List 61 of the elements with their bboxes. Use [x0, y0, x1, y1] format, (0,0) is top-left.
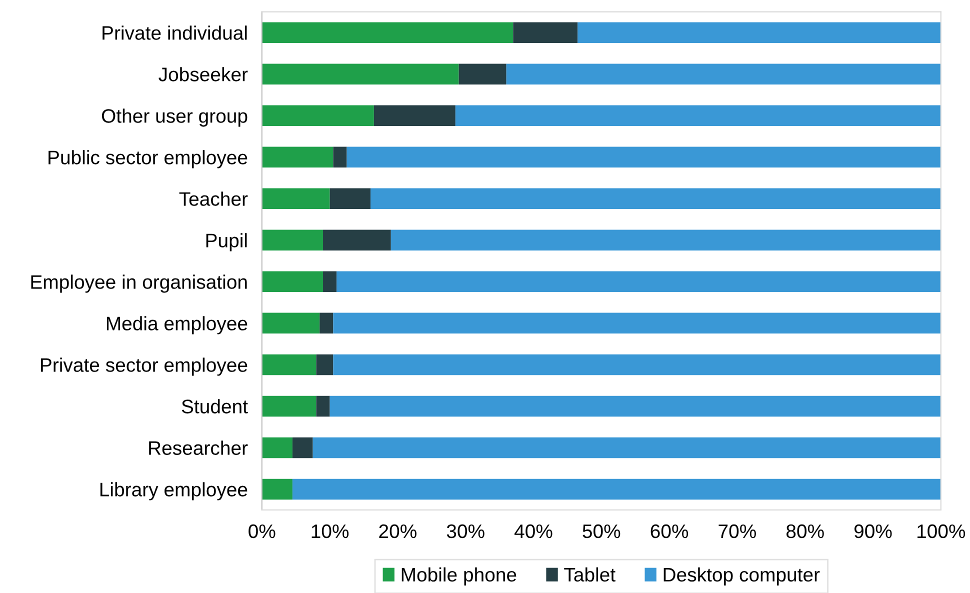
bar	[262, 312, 320, 334]
legend-label: Tablet	[564, 567, 616, 582]
bar	[316, 396, 330, 417]
legend-label: Desktop computer	[664, 567, 820, 586]
x-tick-label: 60%	[650, 524, 688, 538]
bar	[374, 105, 456, 126]
x-tick-label: 100%	[918, 524, 966, 538]
bar	[262, 271, 324, 292]
bar	[262, 188, 330, 210]
y-tick-label: Researcher	[149, 440, 248, 455]
y-tick-label: Media employee	[106, 316, 248, 334]
y-tick-label: Jobseeker	[158, 67, 248, 82]
bar	[262, 437, 292, 458]
x-tick-label: 10%	[312, 524, 349, 538]
bar	[292, 437, 313, 458]
bar	[316, 354, 334, 376]
bar	[262, 354, 316, 376]
y-tick-label: Private individual	[102, 26, 247, 40]
bar	[262, 396, 316, 417]
bar	[370, 188, 941, 210]
bar	[262, 105, 374, 126]
bar	[506, 64, 941, 85]
y-tick-label: Employee in organisation	[31, 274, 247, 293]
bar	[346, 146, 941, 168]
y-tick-label: Teacher	[179, 192, 248, 206]
x-tick-label: 50%	[582, 524, 620, 538]
bar	[330, 396, 941, 417]
y-tick-label: Public sector employee	[48, 150, 248, 168]
x-tick-label: 80%	[786, 524, 824, 538]
bar	[262, 230, 324, 251]
bar	[513, 22, 578, 43]
y-tick-label: Other user group	[102, 108, 248, 127]
x-tick-label: 0%	[248, 524, 276, 538]
y-tick-label: Student	[182, 399, 248, 414]
bar	[330, 188, 371, 210]
y-tick-label: Library employee	[100, 482, 248, 500]
bar	[333, 354, 941, 376]
bar	[262, 22, 514, 43]
x-tick-label: 90%	[854, 524, 892, 538]
y-tick-label: Private sector employee	[41, 358, 248, 376]
x-tick-label: 40%	[514, 524, 552, 538]
y-tick-label: Pupil	[206, 233, 247, 252]
x-tick-label: 30%	[446, 524, 484, 538]
bar	[390, 230, 941, 251]
bar	[323, 271, 337, 292]
bar	[578, 22, 941, 43]
bar	[262, 64, 459, 85]
bar	[320, 312, 334, 334]
bar	[312, 437, 941, 458]
bar	[323, 230, 391, 251]
x-tick-label: 70%	[718, 524, 756, 538]
bar	[292, 478, 941, 500]
bar	[333, 312, 941, 334]
legend-label: Mobile phone	[402, 567, 516, 586]
bar	[262, 478, 292, 500]
bar	[455, 105, 941, 126]
bar	[336, 271, 941, 292]
bar	[262, 146, 334, 168]
bar	[458, 64, 506, 85]
bar	[333, 146, 347, 168]
x-tick-label: 20%	[379, 524, 416, 538]
